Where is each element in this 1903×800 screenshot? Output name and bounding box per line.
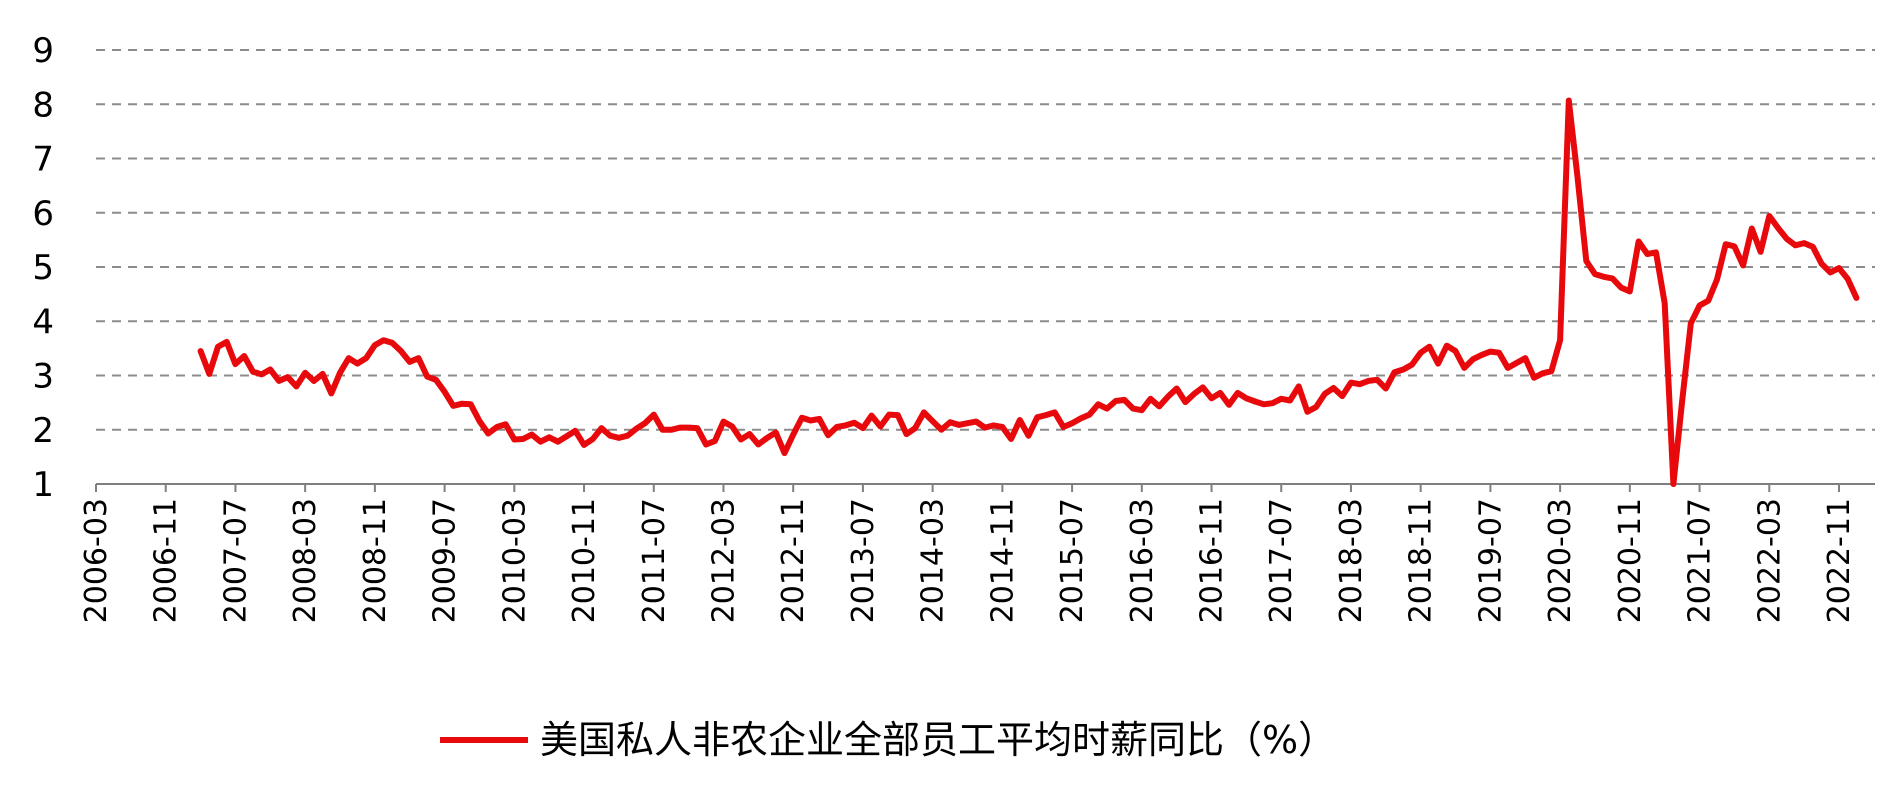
x-tick-label: 2015-07 (1055, 498, 1090, 623)
y-tick-label: 2 (32, 411, 54, 451)
legend-label: 美国私人非农企业全部员工平均时薪同比（%） (540, 718, 1336, 762)
y-tick-label: 9 (32, 31, 54, 71)
grid-lines (96, 49, 1875, 431)
y-tick-label: 8 (32, 85, 54, 125)
x-tick-label: 2020-11 (1613, 498, 1648, 623)
x-tick-label: 2022-11 (1822, 498, 1857, 623)
x-tick-label: 2020-03 (1543, 498, 1578, 623)
x-tick-label: 2014-03 (916, 498, 951, 623)
x-tick-label: 2012-11 (776, 498, 811, 623)
x-tick-label: 2010-11 (567, 498, 602, 623)
y-tick-label: 7 (32, 140, 54, 180)
y-tick-label: 4 (32, 302, 54, 342)
x-tick-label: 2009-07 (428, 498, 463, 623)
y-tick-label: 3 (32, 357, 54, 397)
x-tick-label: 2017-07 (1264, 498, 1299, 623)
x-tick-label: 2011-07 (637, 498, 672, 623)
x-tick-label: 2018-11 (1404, 498, 1439, 623)
x-tick-label: 2012-03 (706, 498, 741, 623)
x-axis-tick-labels: 2006-03 2006-11 2007-07 2008-03 2008-11 2009-… (79, 484, 1857, 623)
x-tick-label: 2018-03 (1334, 498, 1369, 623)
series-line-wage-yoy (197, 97, 1860, 487)
x-tick-label: 2014-11 (985, 498, 1020, 623)
x-tick-label: 2008-11 (358, 498, 393, 623)
x-tick-label: 2016-03 (1125, 498, 1160, 623)
x-tick-label: 2021-07 (1683, 498, 1718, 623)
x-tick-label: 2022-03 (1752, 498, 1787, 623)
y-tick-label: 1 (32, 465, 54, 505)
x-tick-label: 2019-07 (1473, 498, 1508, 623)
x-tick-label: 2008-03 (288, 498, 323, 623)
series-layer (197, 97, 1860, 487)
y-axis-tick-labels: 1 2 3 4 5 6 7 8 9 (32, 31, 54, 505)
x-tick-label: 2006-11 (149, 498, 184, 623)
x-tick-label: 2016-11 (1195, 498, 1230, 623)
y-tick-label: 6 (32, 194, 54, 234)
x-tick-label: 2006-03 (79, 498, 114, 623)
y-tick-label: 5 (32, 248, 54, 288)
x-tick-label: 2010-03 (497, 498, 532, 623)
x-tick-label: 2007-07 (218, 498, 253, 623)
x-tick-label: 2013-07 (846, 498, 881, 623)
legend: 美国私人非农企业全部员工平均时薪同比（%） (440, 718, 1336, 762)
